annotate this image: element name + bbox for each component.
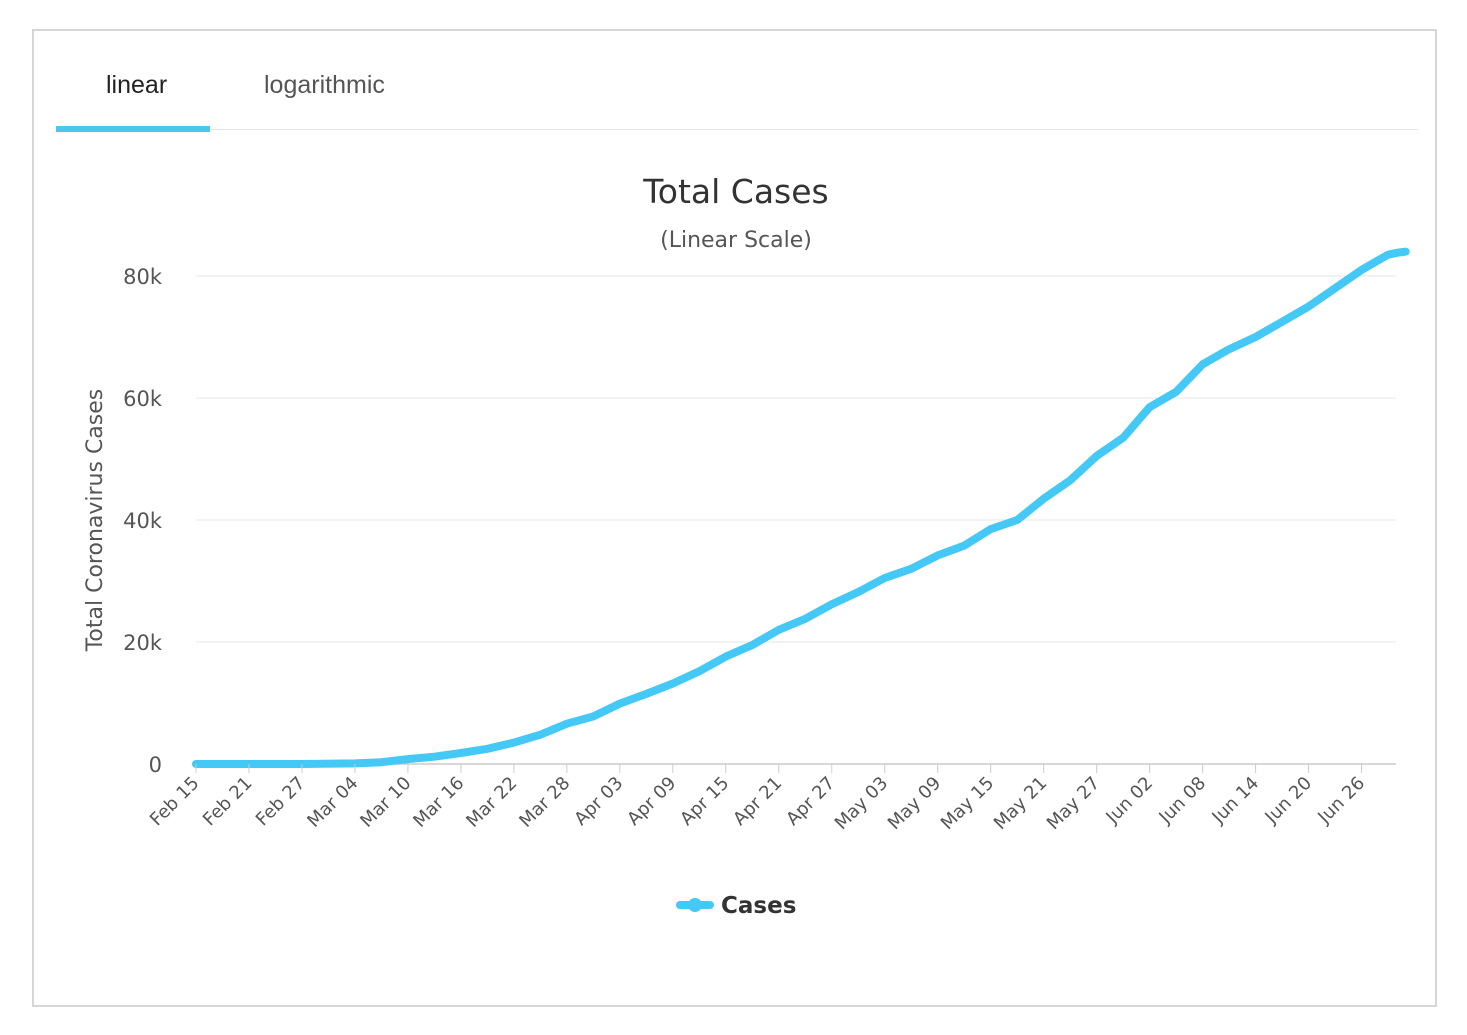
tab-logarithmic[interactable]: logarithmic bbox=[264, 71, 385, 99]
x-tick-label: May 03 bbox=[831, 773, 892, 834]
x-tick-label: Mar 22 bbox=[462, 773, 521, 832]
x-tick-label: Feb 27 bbox=[252, 773, 310, 831]
x-tick-label: Apr 03 bbox=[570, 773, 627, 830]
x-tick-label: Apr 09 bbox=[623, 773, 680, 830]
series-line-cases[interactable] bbox=[192, 247, 1410, 768]
active-tab-indicator bbox=[56, 126, 210, 132]
x-tick-label: May 15 bbox=[937, 773, 998, 834]
y-tick-label: 60k bbox=[123, 387, 163, 411]
x-tick-label: Jun 20 bbox=[1260, 773, 1316, 829]
legend[interactable]: Cases bbox=[676, 893, 796, 919]
y-tick-label: 80k bbox=[123, 265, 163, 289]
y-tick-label: 0 bbox=[149, 753, 162, 777]
x-tick-label: Mar 10 bbox=[356, 773, 415, 832]
x-tick-label: May 09 bbox=[884, 773, 945, 834]
x-tick-label: May 21 bbox=[990, 773, 1051, 834]
x-tick-label: Apr 15 bbox=[676, 773, 733, 830]
chart-title: Total Cases bbox=[642, 172, 829, 211]
x-tick-label: Mar 16 bbox=[409, 773, 468, 832]
x-tick-label: Mar 04 bbox=[303, 773, 362, 832]
legend-label-cases[interactable]: Cases bbox=[721, 893, 796, 919]
y-axis-label: Total Coronavirus Cases bbox=[83, 389, 108, 653]
x-tick-label: Apr 27 bbox=[782, 773, 839, 830]
x-tick-label: Apr 21 bbox=[729, 773, 786, 830]
y-tick-label: 40k bbox=[123, 509, 163, 533]
x-tick-label: Mar 28 bbox=[515, 773, 574, 832]
x-tick-label: Jun 26 bbox=[1313, 773, 1369, 829]
tab-linear[interactable]: linear bbox=[106, 71, 168, 99]
x-tick-label: Jun 14 bbox=[1207, 773, 1263, 829]
x-tick-label: Feb 15 bbox=[146, 773, 204, 831]
x-tick-label: May 27 bbox=[1043, 773, 1104, 834]
scale-tab-bar: linear logarithmic bbox=[56, 31, 1418, 132]
chart-subtitle: (Linear Scale) bbox=[660, 228, 812, 253]
x-tick-label: Jun 08 bbox=[1154, 773, 1210, 829]
y-tick-label: 20k bbox=[123, 631, 163, 655]
x-tick-label: Jun 02 bbox=[1101, 773, 1157, 829]
legend-dot-cases[interactable] bbox=[688, 898, 702, 912]
chart-card: linear logarithmic bbox=[32, 29, 1437, 1007]
x-tick-label: Feb 21 bbox=[199, 773, 257, 831]
